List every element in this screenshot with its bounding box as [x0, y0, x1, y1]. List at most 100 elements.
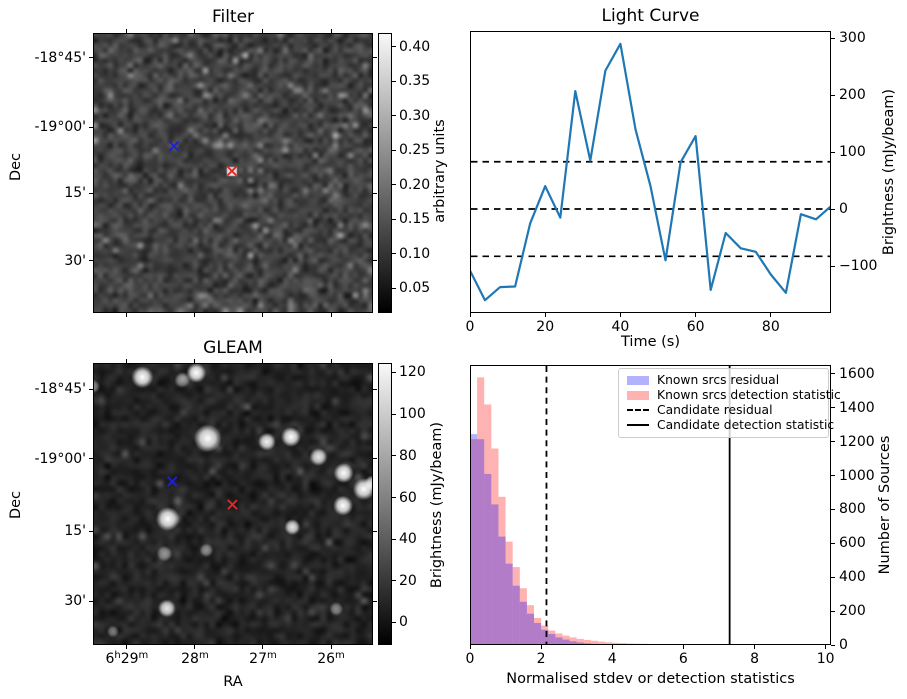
dashed-line-icon [627, 409, 649, 412]
tick-mark [392, 287, 396, 289]
tick-label: -19°00' [34, 119, 86, 136]
tick-mark [262, 645, 264, 649]
tick-mark [373, 600, 377, 602]
gleam-panel-title: GLEAM [203, 338, 263, 358]
solid-line-icon [627, 424, 649, 427]
legend-entry-candidate-detstat: Candidate detection statistic [627, 419, 834, 432]
tick-label: 600 [839, 535, 866, 552]
tick-mark [682, 645, 684, 649]
tick-mark [330, 359, 332, 363]
tick-mark [392, 413, 396, 415]
tick-label: 0 [839, 637, 848, 653]
tick-mark [262, 359, 264, 363]
tick-label: 30' [64, 252, 86, 269]
light-curve-plot [470, 31, 831, 313]
tick-mark [126, 313, 128, 317]
tick-label: 1000 [839, 467, 875, 484]
tick-label: 0.05 [399, 280, 431, 297]
tick-mark [392, 184, 396, 186]
blue-patch-icon [627, 375, 649, 385]
tick-mark [392, 149, 396, 151]
tick-mark [194, 645, 196, 649]
tick-mark [831, 644, 835, 646]
tick-mark [262, 313, 264, 317]
tick-mark [373, 192, 377, 194]
gleam-ylabel: Dec [7, 490, 24, 520]
tick-label: 20 [399, 572, 417, 589]
legend-entry-known-residual: Known srcs residual [627, 374, 820, 387]
tick-label: 0 [465, 319, 475, 335]
tick-label: 0.30 [399, 107, 431, 124]
tick-label: 40 [611, 319, 630, 335]
tick-label: 0.15 [399, 211, 431, 228]
candidate-position-marker-x-icon [168, 140, 180, 152]
tick-label: -19°00' [34, 450, 86, 467]
tick-mark [831, 151, 835, 153]
tick-mark [392, 455, 396, 457]
tick-label: 0.20 [399, 176, 431, 193]
tick-mark [770, 313, 772, 317]
legend-entry-known-detstat: Known srcs detection statistic [627, 389, 841, 402]
hist-plot [470, 365, 831, 645]
tick-mark [469, 313, 471, 317]
tick-mark [194, 313, 196, 317]
tick-label: 2 [536, 651, 546, 667]
tick-label: 1600 [839, 365, 875, 382]
tick-mark [89, 388, 93, 390]
tick-mark [544, 313, 546, 317]
tick-mark [89, 530, 93, 532]
pink-patch-icon [627, 390, 649, 400]
hist-xlabel: Normalised stdev or detection statistics [506, 671, 795, 687]
tick-mark [825, 645, 827, 649]
tick-mark [194, 359, 196, 363]
tick-mark [262, 29, 264, 33]
tick-mark [373, 126, 377, 128]
tick-mark [831, 37, 835, 39]
tick-mark [373, 260, 377, 262]
candidate-position-marker-x-icon [166, 476, 178, 487]
tick-label: 100 [399, 406, 426, 423]
light-curve-ylabel: Brightness (mJy/beam) [880, 88, 897, 256]
tick-mark [540, 645, 542, 649]
tick-mark [754, 645, 756, 649]
tick-mark [330, 645, 332, 649]
tick-label: 15' [64, 523, 86, 540]
tick-label: 4 [607, 651, 617, 667]
tick-label: 0.25 [399, 142, 431, 159]
tick-label: 20 [536, 319, 555, 335]
tick-mark [392, 580, 396, 582]
tick-mark [831, 610, 835, 612]
tick-label: 120 [399, 364, 426, 381]
tick-label: 400 [839, 569, 866, 586]
tick-mark [611, 645, 613, 649]
gleam-xlabel: RA [223, 674, 243, 690]
tick-mark [831, 475, 835, 477]
tick-mark [373, 458, 377, 460]
tick-mark [392, 80, 396, 82]
tick-label: 40 [399, 531, 417, 548]
tick-mark [831, 542, 835, 544]
gleam-colorbar-label: Brightness (mJy/beam) [428, 421, 445, 589]
tick-mark [619, 313, 621, 317]
tick-mark [392, 538, 396, 540]
legend-label: Known srcs detection statistic [657, 388, 841, 403]
tick-mark [831, 373, 835, 375]
tick-mark [373, 388, 377, 390]
tick-label: 10 [816, 651, 835, 667]
ra-tick-label: 27m [249, 650, 277, 667]
tick-mark [831, 407, 835, 409]
tick-mark [831, 508, 835, 510]
tick-label: 0 [465, 651, 475, 667]
tick-label: 0.10 [399, 245, 431, 262]
legend-label: Candidate detection statistic [657, 418, 835, 433]
tick-label: 200 [839, 87, 866, 104]
light-curve-xlabel: Time (s) [621, 334, 680, 350]
tick-label: −100 [839, 258, 878, 274]
tick-mark [392, 497, 396, 498]
filter-colorbar [378, 33, 392, 313]
tick-label: 8 [750, 651, 759, 667]
tick-label: 1400 [839, 399, 875, 416]
tick-mark [89, 260, 93, 262]
reference-position-marker-x-icon [227, 499, 238, 510]
